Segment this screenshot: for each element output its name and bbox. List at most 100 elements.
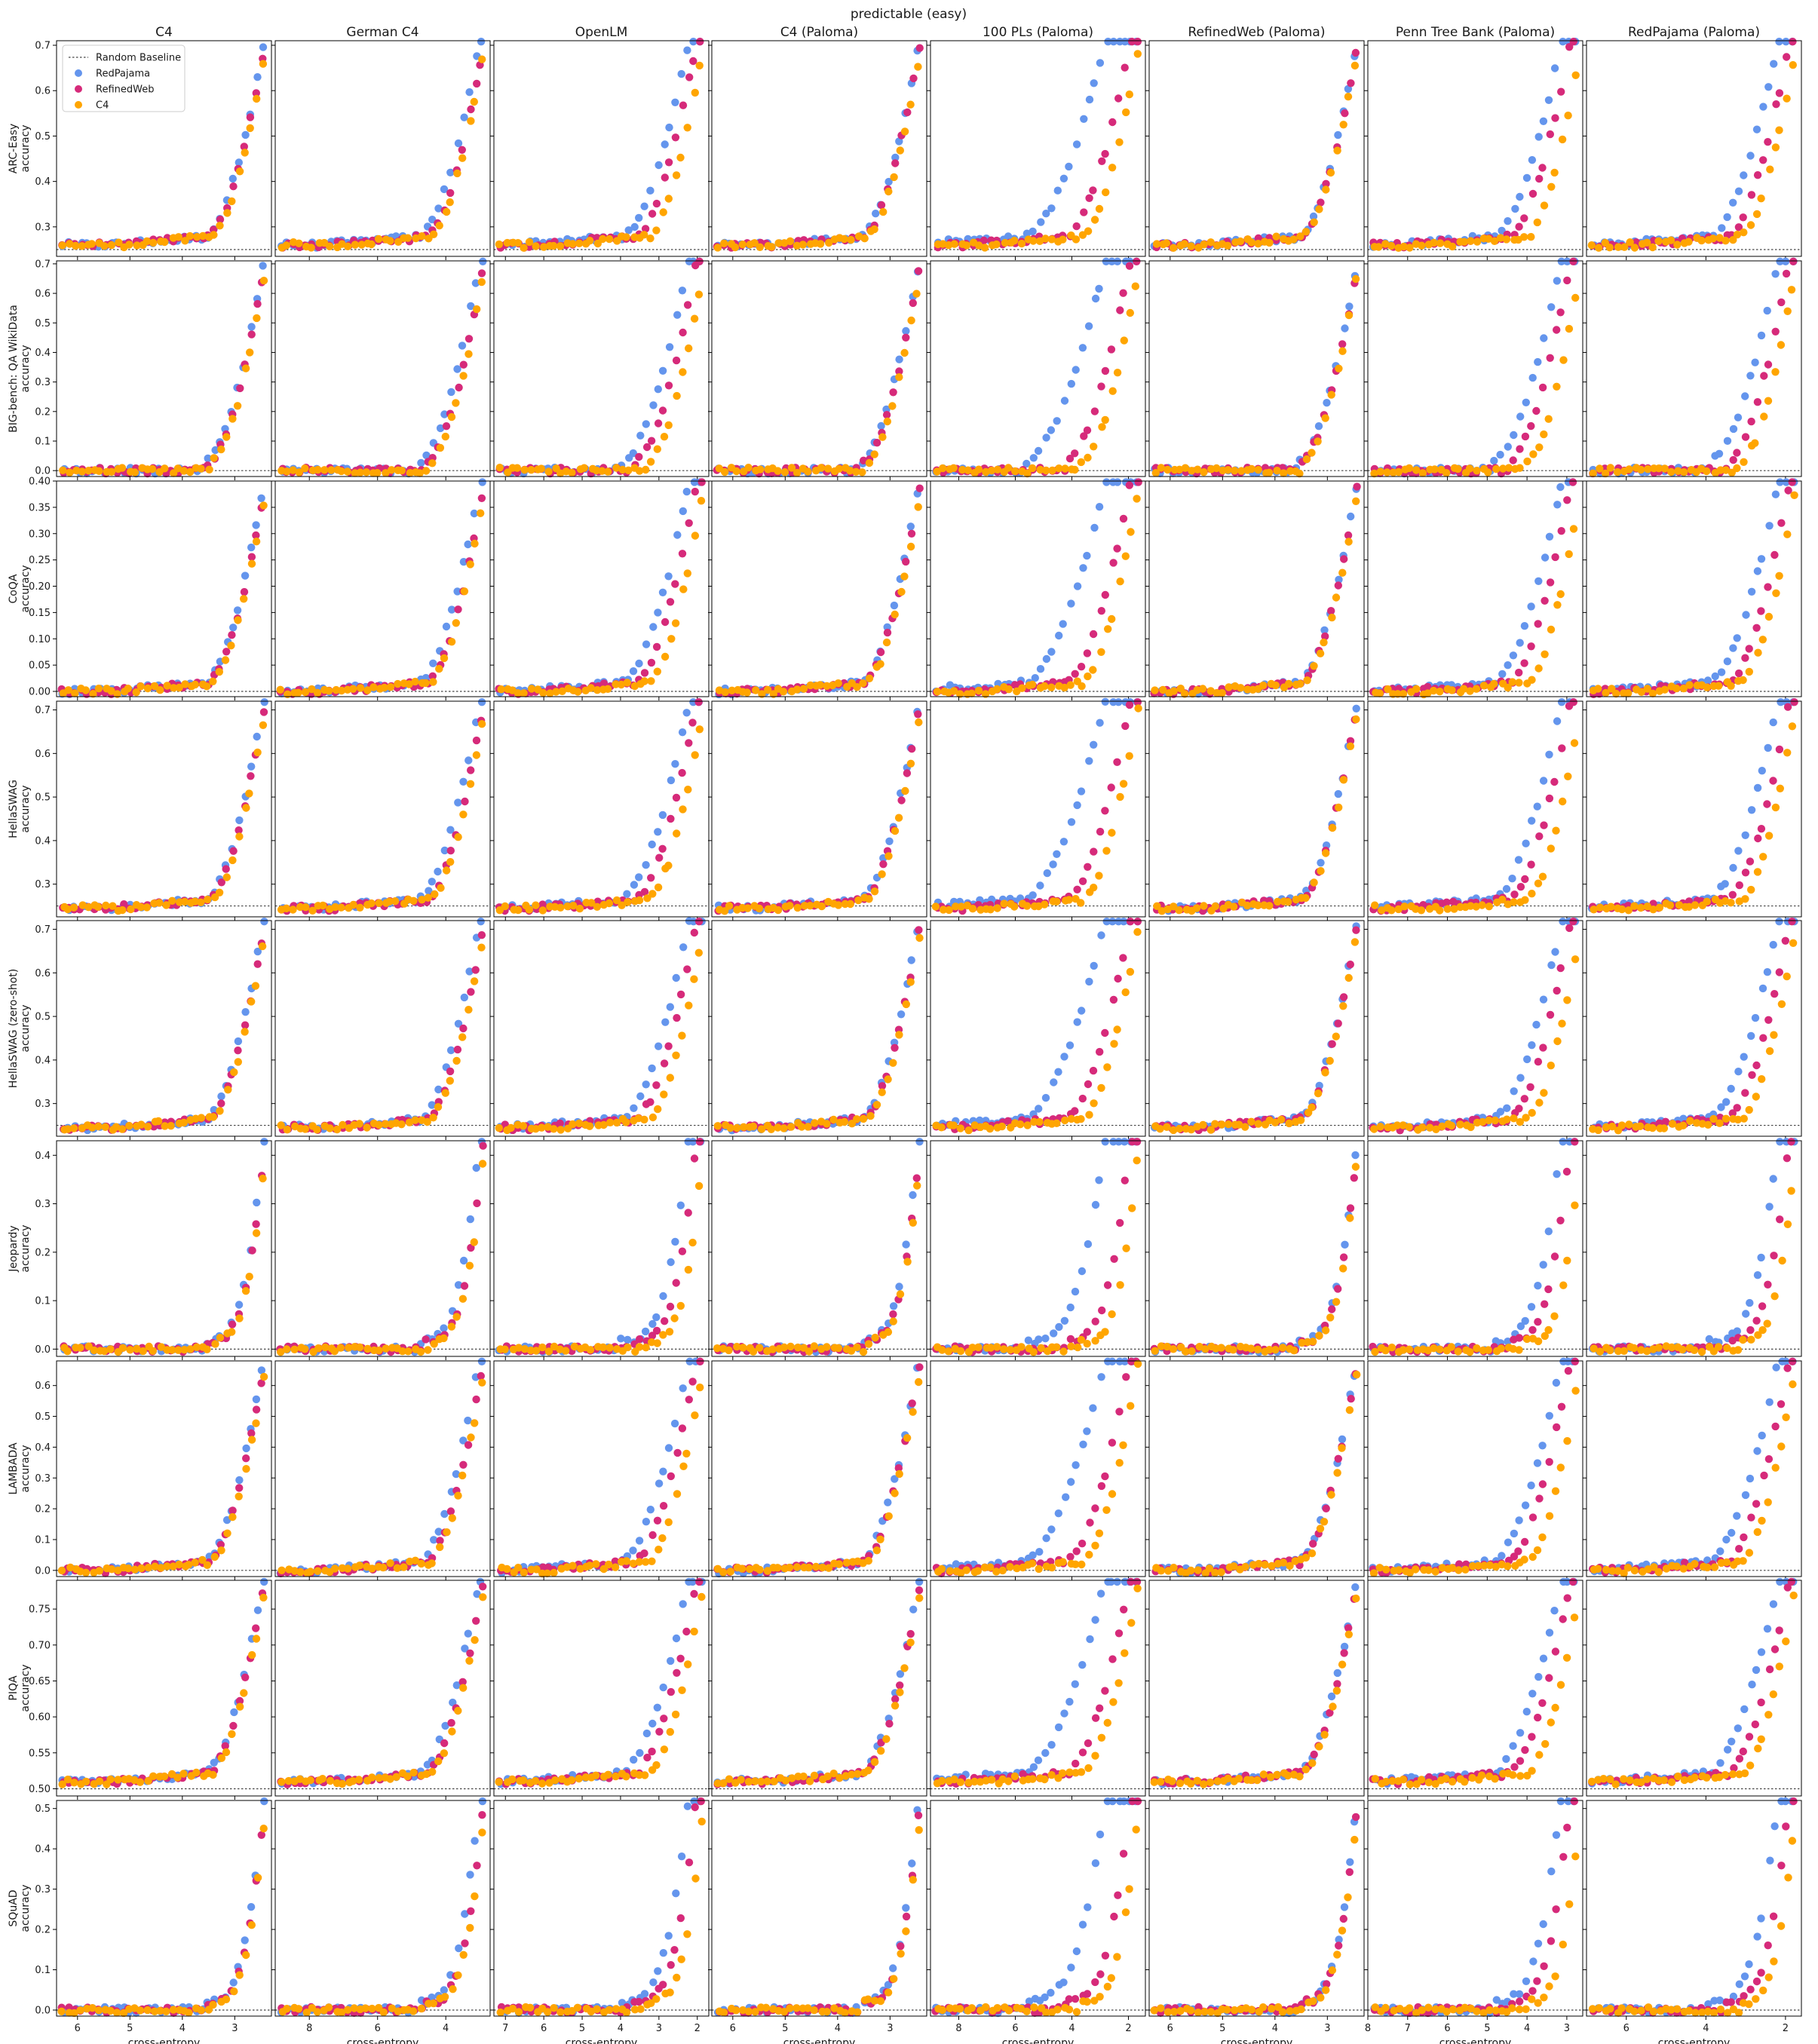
data-point xyxy=(1301,893,1310,902)
data-point xyxy=(59,466,67,474)
data-point xyxy=(1339,121,1347,129)
data-point xyxy=(1547,961,1556,970)
data-point xyxy=(210,454,218,462)
data-point xyxy=(1613,467,1622,477)
y-tick-label: 0.5 xyxy=(35,1012,51,1023)
data-point xyxy=(1522,1114,1530,1122)
data-point xyxy=(1509,456,1517,464)
data-point xyxy=(1709,234,1717,243)
subplot: 0.00.10.20.30.4 xyxy=(35,1138,272,1360)
data-point xyxy=(1023,469,1032,478)
data-point xyxy=(1770,60,1778,68)
data-point xyxy=(1729,424,1738,434)
data-point xyxy=(1541,596,1549,605)
data-point xyxy=(666,598,675,606)
data-point xyxy=(1569,525,1578,533)
axes-frame xyxy=(1148,700,1365,918)
data-point xyxy=(1375,689,1384,697)
data-point xyxy=(185,231,195,241)
data-point xyxy=(240,595,248,603)
y-axis-label: accuracy xyxy=(20,565,32,612)
data-point xyxy=(1528,156,1537,164)
data-point xyxy=(1347,512,1355,521)
data-point xyxy=(1556,964,1565,973)
data-point xyxy=(1764,1016,1773,1025)
data-point xyxy=(1131,282,1140,290)
data-point xyxy=(440,1324,448,1332)
data-point xyxy=(197,898,205,907)
data-point xyxy=(1528,676,1536,684)
data-point xyxy=(1553,382,1561,391)
data-point xyxy=(1740,1114,1748,1123)
data-point xyxy=(846,899,855,909)
data-point xyxy=(1224,466,1232,474)
data-point xyxy=(1096,59,1105,67)
subplot xyxy=(271,478,491,700)
data-point xyxy=(1763,800,1771,808)
data-point xyxy=(897,796,906,804)
data-point xyxy=(865,458,874,467)
data-point xyxy=(667,814,675,823)
legend-entry: RedPajama xyxy=(96,69,150,80)
data-point xyxy=(204,895,212,904)
data-point xyxy=(852,467,860,476)
data-point xyxy=(1509,651,1518,660)
data-point xyxy=(1073,885,1081,894)
data-point xyxy=(1400,242,1408,251)
data-point xyxy=(1067,818,1076,826)
data-point xyxy=(1757,555,1766,563)
data-point xyxy=(154,1117,163,1126)
data-point xyxy=(642,443,651,452)
data-point xyxy=(1405,464,1414,473)
data-point xyxy=(1029,237,1038,245)
data-point xyxy=(1771,270,1780,278)
data-point xyxy=(477,269,486,277)
data-point xyxy=(216,1334,225,1342)
data-point xyxy=(1777,298,1786,307)
data-point xyxy=(1059,838,1068,846)
data-point xyxy=(1200,241,1208,249)
data-point xyxy=(477,38,486,46)
data-point xyxy=(879,207,888,216)
data-point xyxy=(1114,974,1122,983)
y-tick-label: 0.20 xyxy=(29,581,51,593)
subplot: 0.00.10.20.30.40.50.60.7 xyxy=(35,259,272,480)
data-point xyxy=(1098,157,1106,165)
data-point xyxy=(635,896,644,905)
data-point xyxy=(1097,382,1105,391)
data-point xyxy=(443,866,451,875)
data-point xyxy=(671,1237,679,1246)
data-point xyxy=(1029,891,1037,899)
data-point xyxy=(1121,988,1130,997)
data-point xyxy=(915,484,924,492)
data-point xyxy=(388,466,396,474)
data-point xyxy=(1353,483,1361,491)
data-point xyxy=(1265,238,1274,247)
data-point xyxy=(1034,446,1043,455)
legend-box xyxy=(62,44,185,112)
data-point xyxy=(1134,478,1142,486)
data-point xyxy=(743,688,751,697)
data-point xyxy=(222,873,231,881)
data-point xyxy=(605,234,614,244)
data-point xyxy=(1211,902,1220,911)
data-point xyxy=(233,606,242,614)
data-point xyxy=(1104,38,1112,46)
data-point xyxy=(471,966,480,974)
data-point xyxy=(460,113,468,121)
subplot xyxy=(708,700,927,921)
data-point xyxy=(155,899,164,907)
axes-frame xyxy=(56,920,272,1137)
data-point xyxy=(890,173,898,182)
data-point xyxy=(690,928,698,937)
data-point xyxy=(872,439,881,447)
data-point xyxy=(235,167,244,176)
data-point xyxy=(1752,1092,1760,1101)
data-point xyxy=(956,1124,965,1132)
y-tick-label: 0.4 xyxy=(35,176,51,188)
data-point xyxy=(1648,1123,1657,1132)
data-point xyxy=(635,873,643,881)
data-point xyxy=(1644,465,1652,473)
data-point xyxy=(964,1126,973,1135)
data-point xyxy=(1047,683,1056,691)
